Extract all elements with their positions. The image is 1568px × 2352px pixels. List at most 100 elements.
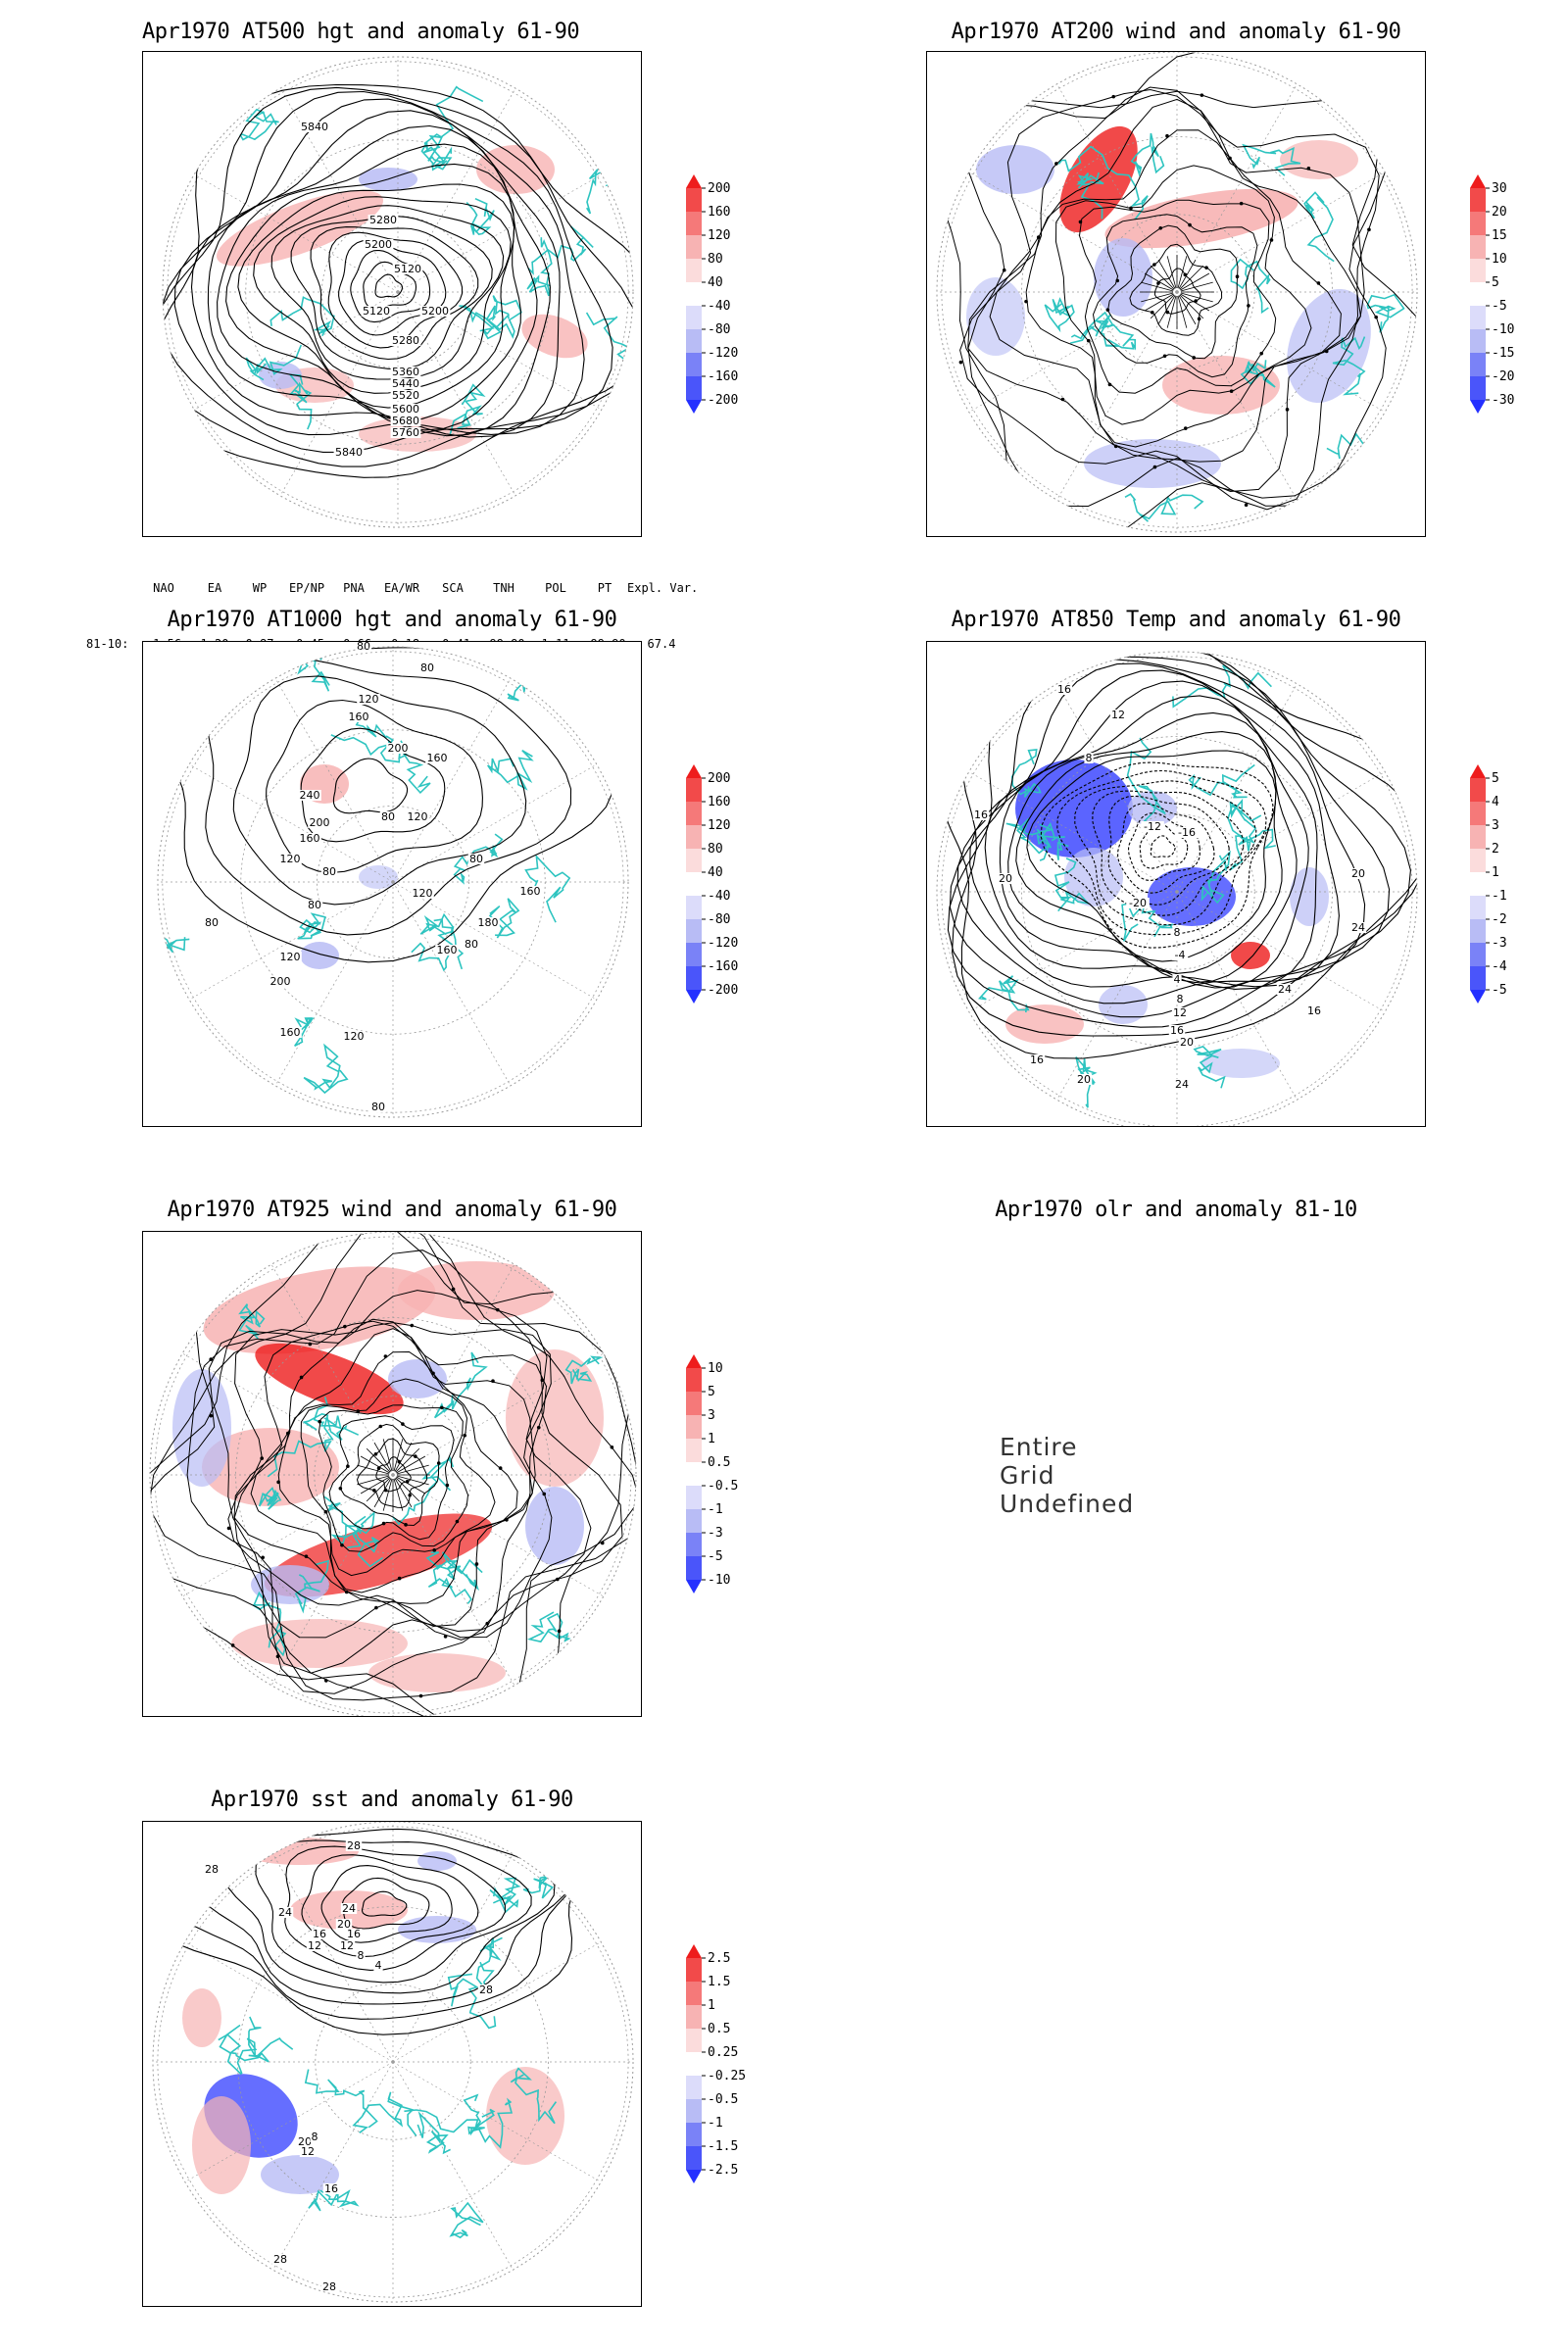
meridian-line (397, 87, 516, 293)
colorbar-label: -1 (708, 2116, 723, 2131)
coastline-segment (433, 1351, 488, 1419)
anomaly-shading (231, 1619, 408, 1668)
streamline-spoke (395, 1447, 420, 1473)
latitude-circle (315, 1984, 471, 2140)
contour-label: 16 (347, 1928, 361, 1940)
contour-label-bg (390, 378, 421, 389)
contour-label-bg (392, 264, 423, 274)
streamline-arrow (600, 1541, 605, 1545)
contour-label: 12 (1111, 709, 1125, 721)
colorbar-swatch (686, 2029, 702, 2052)
coastline-segment (425, 1551, 480, 1592)
streamline-spoke (1177, 295, 1188, 328)
colorbar-swatch (686, 2123, 702, 2146)
streamline-arrow (318, 1419, 321, 1424)
contour-line (350, 249, 431, 323)
coastline-segment (453, 833, 504, 885)
colorbar-label: 2 (1492, 842, 1499, 857)
colorbar-label: 0.25 (708, 2045, 738, 2060)
coastline-segment (1200, 850, 1231, 905)
contour-line (327, 231, 464, 349)
contour-label: 5440 (392, 377, 419, 390)
contour-label-bg (269, 976, 292, 987)
colorbar-swatch (686, 282, 702, 306)
anomaly-shading (255, 1343, 404, 1415)
contour-label-bg (320, 866, 338, 877)
streamline-arrow (383, 1354, 388, 1358)
streamline-arrow (1060, 397, 1065, 402)
contour-label-bg (1084, 753, 1094, 763)
undefined-grid-message: Entire Grid Undefined (1000, 1433, 1135, 1518)
contour-label-bg (1168, 1025, 1186, 1036)
contour-label-bg (361, 306, 392, 317)
map-canvas (936, 52, 1418, 533)
streamline-spoke (1144, 272, 1174, 291)
contour-label: 8 (1086, 752, 1093, 764)
contour-label-bg (335, 1919, 353, 1930)
streamline-arrow (455, 1519, 460, 1524)
streamline-arrow (338, 1486, 343, 1491)
streamline-spoke (1144, 293, 1174, 312)
contour-label-bg (1172, 974, 1182, 985)
colorbar-label: 40 (708, 865, 723, 880)
colorbar-label: -3 (1492, 936, 1507, 951)
streamline-arrow (260, 1456, 264, 1460)
colorbar-swatch (686, 1509, 702, 1533)
colorbar-swatch (686, 235, 702, 259)
contour-label: 28 (347, 1839, 361, 1852)
contour-label: 20 (1077, 1073, 1091, 1086)
contour-label: 8 (1177, 993, 1184, 1005)
coastline-segment (1172, 664, 1272, 709)
colorbar-label: -1.5 (708, 2139, 738, 2154)
contour-line (163, 86, 633, 467)
streamline-spoke (1141, 281, 1174, 292)
coastline-segment (526, 237, 553, 297)
colorbar-swatch (686, 849, 702, 872)
contour-label: 16 (313, 1928, 326, 1940)
streamline (150, 1232, 636, 1716)
colorbar-label: -160 (708, 959, 738, 974)
map-boundary (157, 646, 629, 1118)
contour-line (225, 163, 521, 421)
contour-label: 4 (1174, 973, 1181, 986)
contour-label-bg (1109, 710, 1127, 720)
streamline-arrow (610, 1445, 614, 1449)
streamline-spoke (373, 1442, 392, 1472)
coastline-segment (330, 1510, 375, 1548)
contour-line (1074, 780, 1257, 926)
streamline (277, 1350, 518, 1593)
meridian-line (272, 2061, 394, 2271)
contour-label-bg (310, 2132, 319, 2142)
streamline-arrow (1244, 503, 1249, 508)
contour-label: 16 (974, 808, 988, 821)
streamlines (150, 1232, 636, 1716)
contour-label: -16 (1178, 826, 1196, 839)
colorbar-label: -200 (708, 983, 738, 998)
map-canvas: 1612816-1220-16-2020248-4424812162024161… (936, 651, 1418, 1126)
streamline-arrow (381, 1521, 386, 1526)
streamline-arrow (261, 1555, 265, 1560)
streamline-spoke (373, 1478, 392, 1508)
meridian-line (968, 771, 1178, 893)
streamline-arrow (1374, 315, 1378, 319)
colorbar-arrow-bottom (686, 2170, 702, 2183)
colorbar-label: 1 (708, 1998, 715, 2013)
colorbar-label: 200 (708, 771, 730, 786)
streamline-arrow (343, 1324, 347, 1329)
streamline-spoke (357, 1475, 390, 1486)
contour-line (947, 656, 1411, 1028)
colorbar-swatch (1470, 849, 1486, 872)
meridian-line (1056, 891, 1178, 1101)
contour-label-bg (1126, 898, 1150, 908)
colorbar-swatch (686, 2099, 702, 2123)
contour-label-bg (390, 427, 421, 438)
contour-label-bg (306, 900, 323, 910)
colorbar-swatch (686, 1439, 702, 1462)
contour-label: 120 (280, 853, 301, 865)
contour-label: 160 (437, 944, 458, 956)
streamline-arrow (308, 1342, 313, 1347)
meridian-line (392, 2061, 514, 2271)
map-boundary (936, 52, 1418, 533)
contour-label: 12 (301, 2145, 315, 2158)
colorbar-swatch (1470, 259, 1486, 282)
